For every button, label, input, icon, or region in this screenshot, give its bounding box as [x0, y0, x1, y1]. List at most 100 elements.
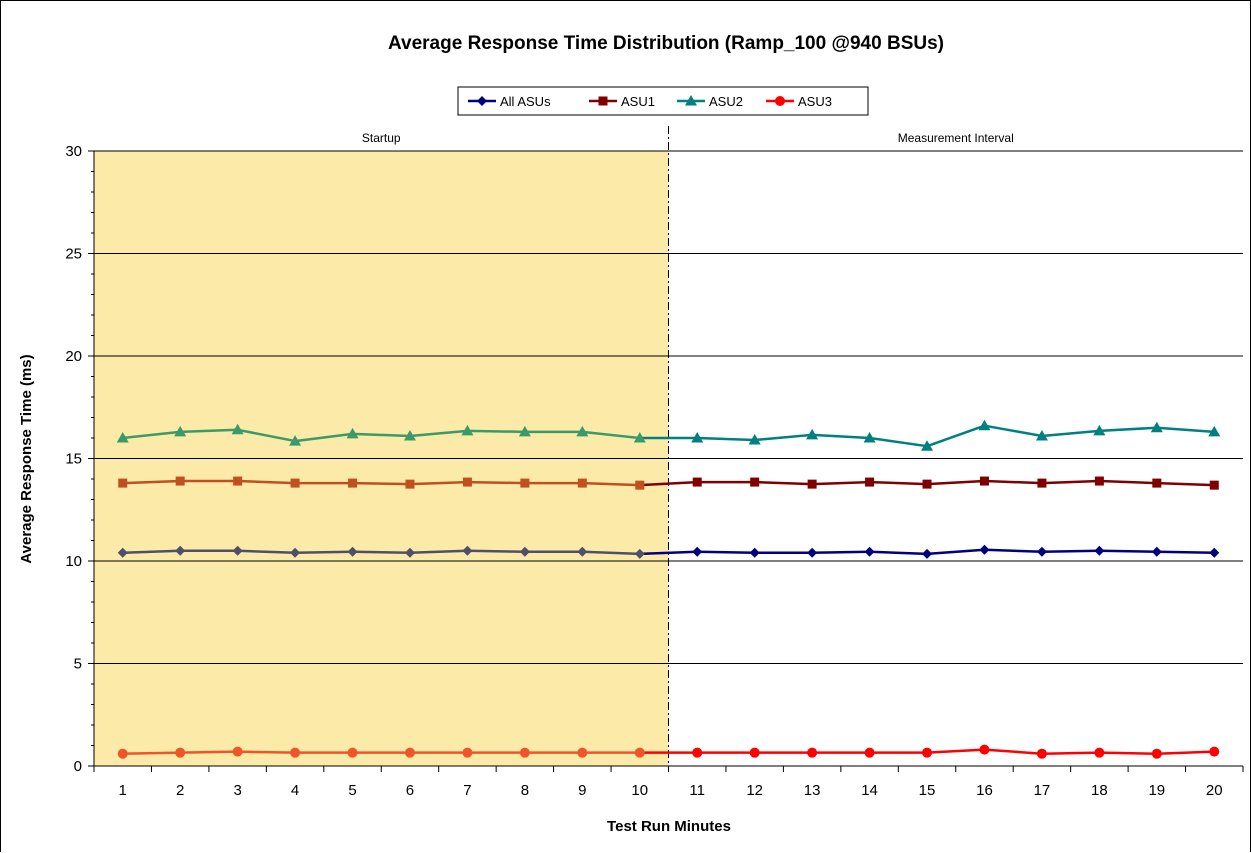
data-point: [518, 425, 531, 437]
y-tick-label: 10: [65, 553, 82, 570]
series-segment: [121, 549, 182, 555]
series-segment: [293, 432, 354, 443]
data-point: [748, 434, 761, 445]
series-all-asus: [117, 544, 1220, 559]
data-point: [289, 435, 302, 446]
legend-marker: [477, 96, 487, 106]
x-tick-label: 19: [1148, 782, 1165, 799]
legend-label: ASU3: [798, 94, 832, 109]
data-point: [979, 544, 990, 555]
data-point: [1093, 424, 1106, 436]
data-point: [290, 747, 301, 758]
data-point: [1035, 429, 1048, 441]
legend-label: ASU1: [621, 94, 655, 109]
data-point: [577, 747, 588, 758]
legend-marker: [685, 95, 697, 106]
series-segment: [810, 480, 871, 486]
data-point: [807, 547, 818, 558]
chart-title: Average Response Time Distribution (Ramp…: [388, 33, 944, 54]
series-segment: [1040, 429, 1101, 438]
data-point: [749, 547, 760, 558]
data-point: [864, 546, 875, 557]
data-point: [922, 747, 933, 758]
data-point: [405, 479, 415, 489]
data-point: [519, 546, 530, 557]
region-label-startup: Startup: [362, 131, 401, 145]
data-point: [175, 476, 185, 486]
data-point: [634, 548, 645, 559]
x-tick-label: 4: [291, 782, 299, 799]
series-segment: [581, 550, 642, 556]
x-tick-label: 14: [861, 782, 878, 799]
series-segment: [1098, 751, 1159, 755]
data-point: [1036, 546, 1047, 557]
data-point: [691, 432, 704, 443]
series-segment: [236, 428, 297, 443]
data-point: [749, 747, 760, 758]
series-segment: [638, 480, 699, 487]
series-segment: [1155, 550, 1216, 555]
data-point: [117, 748, 128, 759]
legend-marker: [775, 96, 785, 106]
series-segment: [983, 479, 1044, 485]
data-point: [979, 744, 990, 755]
data-point: [692, 546, 703, 557]
data-point: [692, 747, 703, 758]
series-segment: [753, 480, 814, 486]
series-segment: [1155, 426, 1216, 434]
data-point: [348, 478, 358, 488]
series-segment: [1040, 751, 1101, 755]
data-point: [117, 547, 128, 558]
data-point: [461, 424, 474, 436]
series-segment: [1040, 479, 1101, 485]
data-point: [233, 476, 243, 486]
data-point: [979, 476, 989, 486]
series-segment: [121, 751, 182, 755]
series-segment: [581, 430, 642, 440]
series-segment: [983, 548, 1044, 554]
data-point: [922, 548, 933, 559]
x-tick-label: 8: [521, 782, 529, 799]
data-point: [634, 747, 645, 758]
x-axis-title: Test Run Minutes: [607, 818, 731, 835]
series-segment: [753, 433, 814, 442]
series-asu3: [117, 744, 1220, 759]
series-segment: [925, 748, 986, 754]
data-point: [231, 423, 244, 435]
data-point: [978, 419, 991, 431]
data-point: [519, 747, 530, 758]
data-point: [1209, 746, 1220, 757]
data-point: [1094, 747, 1105, 758]
legend-marker: [598, 96, 608, 106]
x-tick-label: 6: [406, 782, 414, 799]
x-tick-label: 5: [348, 782, 356, 799]
series-segment: [925, 548, 986, 556]
x-tick-label: 7: [463, 782, 471, 799]
legend-label: ASU2: [709, 94, 743, 109]
series-segment: [236, 549, 297, 555]
series-segment: [408, 480, 469, 486]
x-tick-label: 12: [746, 782, 763, 799]
data-point: [865, 477, 875, 487]
data-point: [921, 440, 934, 451]
data-point: [175, 747, 186, 758]
series-segment: [293, 550, 354, 555]
data-point: [750, 477, 760, 487]
data-point: [116, 432, 129, 443]
series-segment: [695, 436, 756, 442]
series-segment: [351, 481, 412, 486]
series-segment: [408, 429, 469, 438]
series-segment: [236, 479, 297, 485]
data-point: [290, 547, 301, 558]
x-tick-label: 2: [176, 782, 184, 799]
x-tick-label: 9: [578, 782, 586, 799]
series-asu1: [118, 476, 1219, 490]
legend: All ASUs ASU1 ASU2 ASU3: [457, 86, 869, 116]
series-segment: [121, 479, 182, 485]
series-segment: [695, 550, 756, 555]
series-segment: [121, 430, 182, 440]
series-segment: [1098, 426, 1159, 433]
data-point: [347, 546, 358, 557]
series-segment: [408, 549, 469, 555]
